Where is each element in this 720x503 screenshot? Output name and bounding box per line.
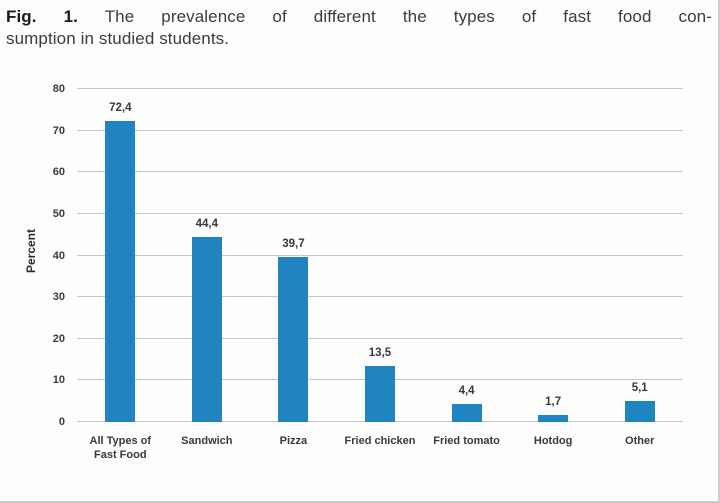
- gridline: [77, 129, 683, 131]
- bar: [624, 400, 655, 422]
- y-tick-label: 40: [52, 249, 65, 262]
- y-tick-label: 20: [52, 332, 65, 345]
- y-tick-label: 10: [52, 374, 65, 387]
- gridline: [77, 171, 683, 173]
- x-category-label: All Types of Fast Food: [89, 435, 152, 461]
- bar-slot: 13,5: [337, 89, 424, 422]
- y-tick-label: 70: [52, 124, 65, 137]
- bar-slot: 4,4: [423, 89, 510, 422]
- bar-value-label: 4,4: [458, 384, 475, 397]
- caption-fig-label: Fig. 1.: [6, 7, 78, 26]
- bar-slot: 44,4: [164, 89, 251, 422]
- bar: [278, 256, 309, 422]
- y-tick-label: 0: [58, 416, 65, 428]
- bar: [451, 403, 482, 422]
- x-category-label: Pizza: [279, 435, 308, 447]
- bar-value-label: 44,4: [195, 218, 219, 231]
- caption-line-1: Fig. 1. The prevalence of different the …: [6, 6, 712, 28]
- x-category-label: Fried chicken: [344, 435, 416, 447]
- bar-slot: 72,4: [77, 89, 164, 422]
- y-tick-label: 50: [52, 207, 65, 220]
- bar-value-label: 72,4: [109, 101, 132, 114]
- gridline: [77, 337, 683, 339]
- gridline: [77, 88, 683, 89]
- gridline: [77, 296, 683, 298]
- y-axis-ticks: 0 10 20 30 40 50 60 70 80: [28, 83, 65, 428]
- x-axis-labels: All Types of Fast Food Sandwich Pizza Fried…: [77, 434, 683, 468]
- x-category-label: Sandwich: [181, 435, 233, 447]
- bar: [105, 120, 136, 422]
- x-category-label: Other: [625, 435, 655, 447]
- x-category-label: Hotdog: [533, 435, 573, 447]
- bar: [364, 365, 395, 422]
- bar-value-label: 13,5: [368, 346, 392, 359]
- y-tick-label: 80: [52, 83, 65, 95]
- bar-slot: 5,1: [596, 89, 683, 422]
- bar-slot: 1,7: [510, 89, 597, 422]
- x-category-label: Fried tomato: [433, 435, 500, 447]
- gridline: [77, 212, 683, 214]
- y-tick-label: 60: [52, 166, 65, 179]
- caption-line-2: sumption in studied students.: [6, 29, 230, 48]
- y-tick-label: 30: [52, 291, 65, 304]
- bar-value-label: 39,7: [282, 237, 305, 250]
- bar-value-label: 5,1: [631, 381, 648, 394]
- bar: [191, 237, 222, 422]
- plot-area: 72,4 44,4 39,7 13,5 4,4 1,7 5,1: [77, 88, 683, 422]
- figure-caption: Fig. 1. The prevalence of different the …: [6, 6, 712, 50]
- gridline: [77, 254, 683, 256]
- bar-value-label: 1,7: [545, 395, 562, 408]
- caption-text: The prevalence of different the types of…: [104, 7, 712, 26]
- bar: [538, 414, 569, 422]
- bar-slot: 39,7: [250, 89, 337, 422]
